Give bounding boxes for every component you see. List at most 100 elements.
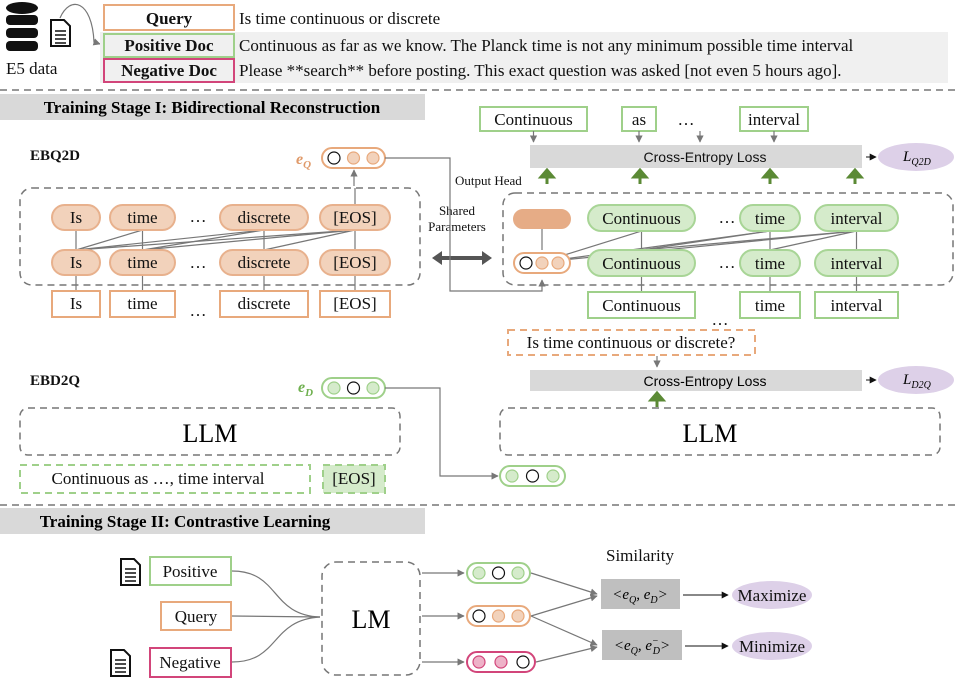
document-icon [120,558,141,586]
input-token-label: [EOS] [333,294,376,313]
positive-text: Continuous as far as we know. The Planck… [239,36,854,55]
token-pill [219,204,309,231]
doc-input-text: Continuous as …, time interval [52,469,265,488]
ellipsis: … [719,208,736,227]
embedding-dot [494,655,508,669]
eos-box [322,464,386,494]
embedding-dot [366,381,380,395]
ce-loss-q2d [530,145,862,168]
token-pill [109,249,176,276]
minimize-node [732,632,812,660]
target-token-box [739,106,809,132]
embedding-dot [327,151,341,165]
query-target-text: Is time continuous or discrete? [527,333,736,352]
embedding-dot [546,469,560,483]
ellipsis: … [719,253,736,272]
loss-q2d [878,143,954,171]
embedding-dot [472,655,486,669]
negative-input [149,647,232,678]
token-label: time [127,253,157,272]
loss-q2d-label: LQ2D [902,149,932,168]
maximize-label: Maximize [738,586,807,605]
up-arrow-icon [845,167,865,184]
shared-label: Shared [439,203,476,218]
embedding-dot [472,566,486,580]
llm-box-left [19,407,401,456]
negative-label: Negative Doc [121,61,217,80]
query-embedding [321,147,386,169]
ce-loss-d2q [530,370,862,391]
decoder-box [502,192,954,286]
stage2-header: Training Stage II: Contrastive Learning [40,512,331,531]
positive-input-label: Positive [163,562,218,581]
embedding-dot [346,381,361,395]
up-arrow-icon [760,167,780,184]
embedding-dot [505,469,519,483]
maximize-node [732,581,812,609]
target-token-box [621,106,657,132]
eq-connector [385,157,546,292]
token-label: interval [831,254,883,273]
target-token-box [479,106,588,132]
embedding-dot [346,151,361,165]
positive-label: Positive Doc [124,36,214,55]
token-pill [51,204,101,231]
output-head-label: Output Head [455,173,522,188]
positive-label-box [103,33,235,58]
data-flow-arrow [59,3,101,46]
lm-box [321,561,421,676]
target-token-label: as [632,110,646,129]
query-input-label: Query [175,607,218,626]
embedding-dot [551,256,565,270]
query-input [160,601,232,631]
shared-label: Parameters [428,219,486,234]
input-token-label: time [755,296,785,315]
ebq2d-label: EBQ2D [30,148,80,164]
lm-label: LM [352,605,391,634]
target-token-label: interval [748,110,800,129]
embedding-dot [491,609,506,623]
token-label: Is [70,208,82,227]
input-token-box [109,290,176,318]
input-token-label: time [127,294,157,313]
llm-right-label: LLM [683,419,738,448]
embedding-dot [519,256,533,270]
embedding-dot [511,566,525,580]
eq-label: eQ [296,151,311,171]
token-label: Continuous [602,254,680,273]
ellipsis: … [190,253,207,272]
input-token-label: interval [831,296,883,315]
negative-text: Please **search** before posting. This e… [239,61,842,80]
query-target-box [507,329,756,356]
up-arrow-icon [647,390,667,407]
query-label-box [103,4,235,31]
token-label: [EOS] [333,208,376,227]
token-pill [51,249,101,276]
input-token-box [51,290,101,318]
up-arrow-icon [537,167,557,184]
embedding-dot [535,256,549,270]
token-pill [109,204,176,231]
database-icon [6,2,38,51]
loss-d2q [878,366,954,394]
embedding-dot [366,151,380,165]
input-token-box [814,291,899,319]
token-pill [587,204,696,232]
sim-negative-label: <eQ, e− D> [614,636,670,657]
token-pill [739,249,801,277]
loss-d2q-label: LD2Q [902,372,932,391]
encoder-box [19,187,421,286]
embedding-dot [327,381,341,395]
similarity-label: Similarity [606,546,675,565]
document-icon [50,19,71,47]
document-icon [110,649,131,677]
stage2-header-bg [0,508,425,534]
ellipsis: … [712,310,729,329]
query-label: Query [146,9,193,28]
input-token-box [587,291,696,319]
input-token-label: Continuous [602,296,680,315]
doc-background [100,32,948,83]
embedding-dot [491,566,506,580]
ellipsis: … [190,207,207,226]
